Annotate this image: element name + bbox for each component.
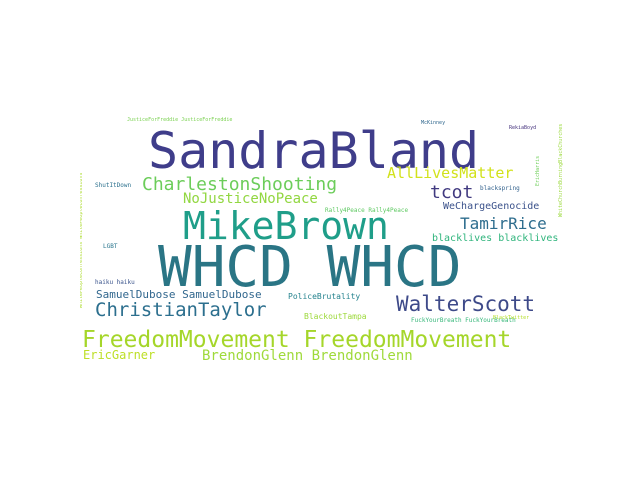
word-rekiaboyd: RekiaBoyd	[509, 125, 537, 131]
word-charlestonshooting: CharlestonShooting	[142, 174, 338, 195]
word-blacklives: blacklives blacklives	[432, 233, 559, 244]
word-cloud: SandraBland WHCD WHCD MikeBrown FreedomM…	[80, 113, 568, 375]
word-walterscott: WalterScott	[396, 292, 536, 316]
word-whitepeopleconfessions: WhitePeopleConfessions WhitePeopleConfes…	[80, 172, 84, 308]
word-shutitdown: ShutItDown	[95, 182, 132, 189]
word-sandrabland: SandraBland	[148, 122, 480, 180]
word-samueldubose: SamuelDubose SamuelDubose	[96, 288, 262, 301]
word-wechargegenocide: WeChargeGenocide	[443, 201, 540, 212]
word-justiceforfreddie: JusticeForFreddie JusticeForFreddie	[127, 117, 233, 123]
word-fuckyourbreath: FuckYourBreath FuckYourBreath	[411, 317, 516, 324]
word-alllivesmatter: AllLivesMatter	[387, 164, 514, 182]
word-policebrutality: PoliceBrutality	[288, 292, 361, 301]
word-ericgarner: EricGarner	[83, 348, 156, 362]
word-mikebrown: MikeBrown	[183, 204, 389, 248]
word-christiantaylor: ChristianTaylor	[95, 299, 267, 321]
word-tcot: tcot	[430, 182, 474, 203]
word-nojusticenopeace: NoJusticeNoPeace	[183, 191, 318, 207]
word-lgbt: LGBT	[103, 243, 118, 250]
word-ericharris: EricHarris	[535, 155, 541, 186]
word-whitechurchburningblackchurches: WhiteChurchBurningBlackChurches	[558, 123, 564, 217]
word-rally4peace: Rally4Peace Rally4Peace	[325, 207, 409, 214]
word-freedommovement: FreedomMovement FreedomMovement	[82, 327, 512, 353]
word-blackspring: blackspring	[480, 185, 520, 192]
word-whcd: WHCD WHCD	[158, 235, 462, 300]
word-blacktwitter: BlackTwitter	[493, 315, 530, 321]
word-mckinney: McKinney	[421, 120, 446, 126]
word-brendonglenn: BrendonGlenn BrendonGlenn	[202, 348, 413, 364]
word-blackouttampa: BlackoutTampa	[304, 312, 367, 321]
word-tamirrice: TamirRice	[460, 214, 547, 233]
word-haiku: haiku haiku	[95, 279, 135, 286]
